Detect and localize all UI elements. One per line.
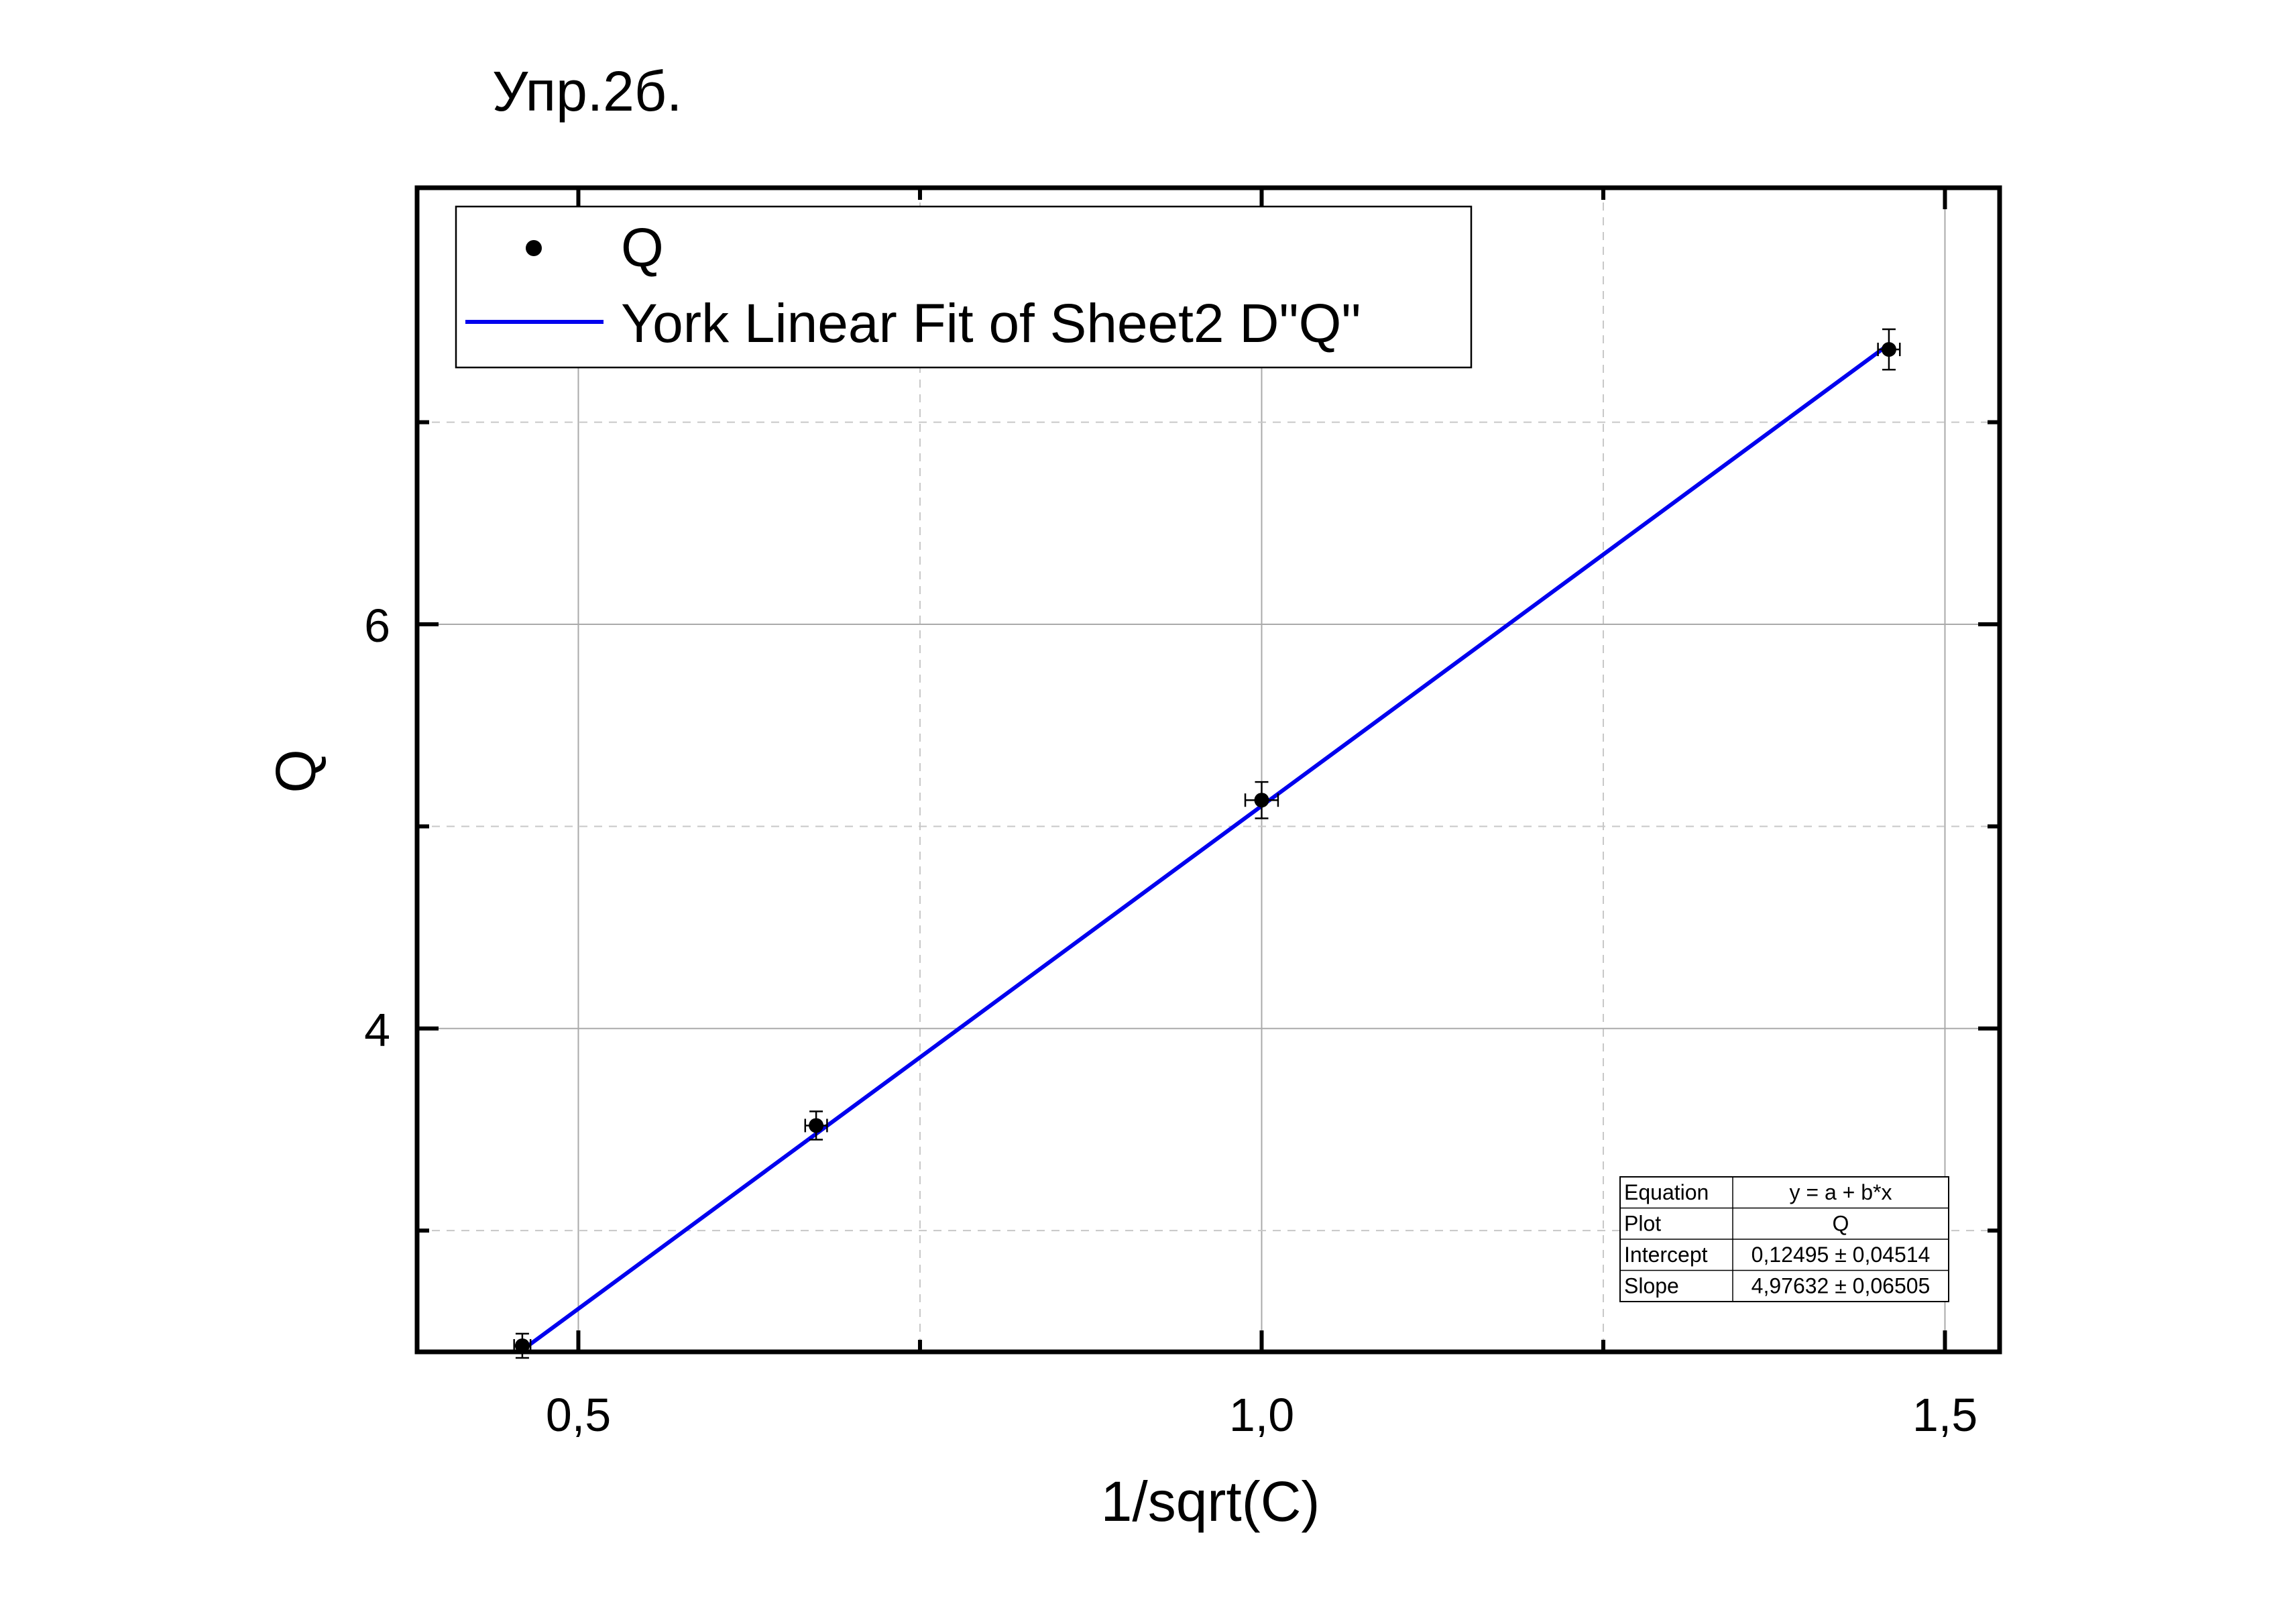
table-row-label: Slope (1624, 1274, 1679, 1298)
x-tick-label: 0,5 (546, 1389, 611, 1441)
point-marker (1881, 342, 1896, 357)
fit-results-table: Equation y = a + b*x Plot Q Intercept 0,12495… (1619, 1176, 1949, 1302)
table-row-label: Plot (1624, 1212, 1661, 1236)
legend: Q York Linear Fit of Sheet2 D"Q" (455, 205, 1473, 369)
y-tick-label: 6 (364, 599, 390, 652)
legend-box (455, 205, 1473, 369)
page-title: Упр.2б. (492, 60, 683, 123)
legend-point-icon (526, 240, 542, 256)
data-point (513, 1332, 532, 1359)
data-points-layer (513, 328, 1901, 1359)
x-tick-label: 1,5 (1912, 1389, 1977, 1441)
legend-label-points: Q (621, 217, 664, 278)
point-marker (514, 1338, 530, 1353)
plot-frame (414, 185, 2002, 1355)
y-axis-label: Q (264, 749, 327, 793)
fit-line (521, 343, 1890, 1352)
table-row-value: 4,97632 ± 0,06505 (1752, 1274, 1931, 1298)
table-row-label: Equation (1624, 1180, 1709, 1204)
x-axis-label: 1/sqrt(C) (1101, 1470, 1320, 1533)
point-marker (809, 1118, 824, 1133)
data-point (804, 1110, 828, 1141)
axis-ticks: 0,5 1,0 1,5 4 6 (364, 188, 2000, 1441)
x-tick-label: 1,0 (1229, 1389, 1294, 1441)
data-point (1244, 781, 1279, 819)
table-row-value: Q (1833, 1212, 1849, 1236)
legend-label-fit: York Linear Fit of Sheet2 D"Q" (621, 293, 1361, 354)
table-row-value: 0,12495 ± 0,04514 (1752, 1243, 1931, 1267)
point-marker (1254, 793, 1269, 808)
table-row-label: Intercept (1624, 1243, 1708, 1267)
table-row-value: y = a + b*x (1790, 1180, 1892, 1204)
y-tick-label: 4 (364, 1004, 390, 1056)
data-point (1877, 328, 1901, 371)
fit-line-layer (521, 343, 1890, 1352)
